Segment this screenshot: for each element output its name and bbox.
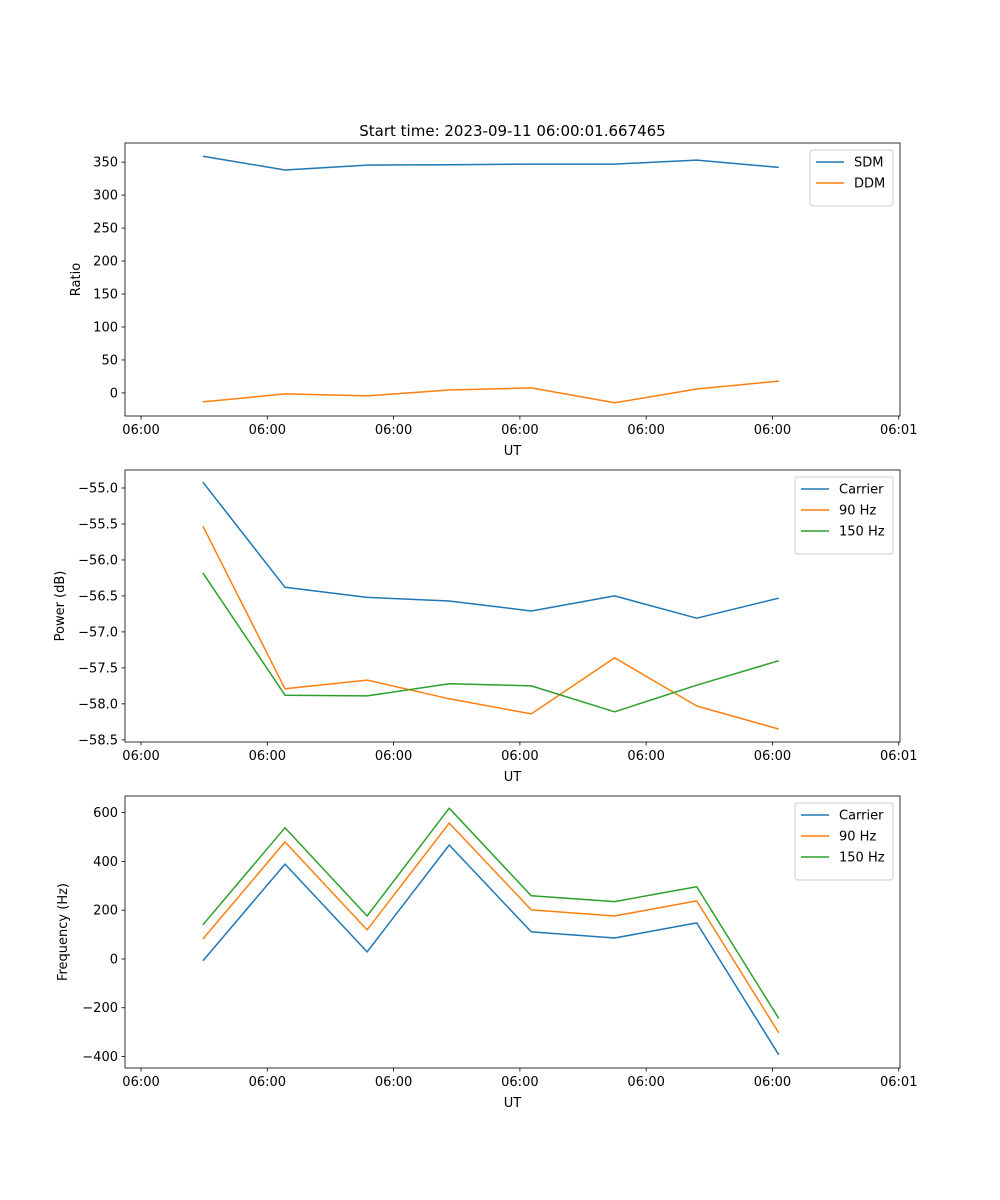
x-tick-label: 06:00	[249, 423, 286, 438]
x-tick-label: 06:01	[880, 749, 917, 764]
x-tick-label: 06:00	[754, 423, 791, 438]
y-tick-label: 350	[93, 156, 118, 171]
y-axis-label: Power (dB)	[53, 571, 68, 642]
x-tick-label: 06:00	[249, 749, 286, 764]
series-line-carrier	[202, 844, 780, 1056]
series-line-90-hz	[202, 822, 780, 1034]
x-tick-label: 06:00	[627, 1075, 664, 1090]
y-tick-label: 0	[110, 386, 118, 401]
x-tick-label: 06:00	[375, 423, 412, 438]
y-tick-label: −57.5	[78, 661, 118, 676]
y-tick-label: 150	[93, 288, 118, 303]
y-tick-label: −56.5	[78, 589, 118, 604]
legend-label: DDM	[854, 177, 885, 192]
axes-frame	[124, 469, 901, 743]
legend: SDM DDM	[809, 149, 894, 207]
series-line-150-hz	[202, 572, 780, 713]
subplot-1: Start time: 2023-09-11 06:00:01.667465 06…	[69, 122, 917, 459]
y-axis-label: Ratio	[69, 263, 84, 296]
x-tick-label: 06:00	[122, 423, 159, 438]
series-line-carrier	[202, 481, 779, 619]
x-tick-label: 06:00	[754, 1075, 791, 1090]
y-tick-label: 50	[101, 353, 118, 368]
legend: Carrier 90 Hz 150 Hz	[794, 476, 894, 555]
y-tick-label: −55.5	[78, 517, 118, 532]
x-axis-label: UT	[504, 1096, 522, 1111]
legend-box	[794, 476, 894, 555]
x-tick-label: 06:00	[754, 749, 791, 764]
x-tick-label: 06:01	[880, 1075, 917, 1090]
axes-frame	[124, 142, 901, 417]
x-tick-label: 06:00	[122, 1075, 159, 1090]
x-tick-label: 06:01	[880, 423, 917, 438]
legend-label: 150 Hz	[839, 851, 885, 866]
y-tick-label: −57.0	[78, 625, 118, 640]
x-tick-label: 06:00	[249, 1075, 286, 1090]
x-tick-label: 06:00	[501, 749, 538, 764]
y-tick-label: −55.0	[78, 481, 118, 496]
legend-label: Carrier	[839, 483, 884, 498]
y-tick-label: 200	[93, 904, 118, 919]
x-tick-label: 06:00	[627, 423, 664, 438]
x-axis-label: UT	[504, 770, 522, 785]
y-axis-label: Frequency (Hz)	[56, 883, 71, 981]
legend-label: SDM	[854, 156, 883, 171]
subplot-2: 06:00 06:00 06:00 06:00 06:00 06:00 06:01 −55.0…	[53, 469, 917, 785]
legend-label: 90 Hz	[839, 504, 876, 519]
x-tick-label: 06:00	[375, 1075, 412, 1090]
axes-frame	[124, 795, 901, 1069]
x-tick-label: 06:00	[122, 749, 159, 764]
y-tick-label: −58.0	[78, 697, 118, 712]
y-tick-label: 250	[93, 222, 118, 237]
y-tick-label: −56.0	[78, 553, 118, 568]
chart-title: Start time: 2023-09-11 06:00:01.667465	[359, 122, 665, 140]
legend-label: Carrier	[839, 809, 884, 824]
y-tick-label: 300	[93, 189, 118, 204]
y-tick-label: 200	[93, 255, 118, 270]
legend-label: 90 Hz	[839, 830, 876, 845]
x-tick-label: 06:00	[375, 749, 412, 764]
legend: Carrier 90 Hz 150 Hz	[794, 802, 894, 881]
y-tick-label: 100	[93, 320, 118, 335]
y-tick-label: −58.5	[78, 733, 118, 748]
y-tick-label: −200	[82, 1001, 118, 1016]
legend-box	[809, 149, 894, 207]
y-tick-label: 600	[93, 806, 118, 821]
subplot-3: 06:00 06:00 06:00 06:00 06:00 06:00 06:01 −400 −…	[56, 795, 917, 1111]
series-line-150-hz	[202, 807, 780, 1019]
y-tick-label: 400	[93, 855, 118, 870]
legend-box	[794, 802, 894, 881]
x-axis-label: UT	[504, 444, 522, 459]
series-line-sdm	[202, 155, 779, 171]
legend-label: 150 Hz	[839, 525, 885, 540]
x-tick-label: 06:00	[627, 749, 664, 764]
x-tick-label: 06:00	[501, 423, 538, 438]
y-tick-label: −400	[82, 1050, 118, 1065]
x-tick-label: 06:00	[501, 1075, 538, 1090]
series-line-90-hz	[202, 525, 780, 730]
series-line-ddm	[202, 380, 779, 404]
y-tick-label: 0	[110, 952, 118, 967]
